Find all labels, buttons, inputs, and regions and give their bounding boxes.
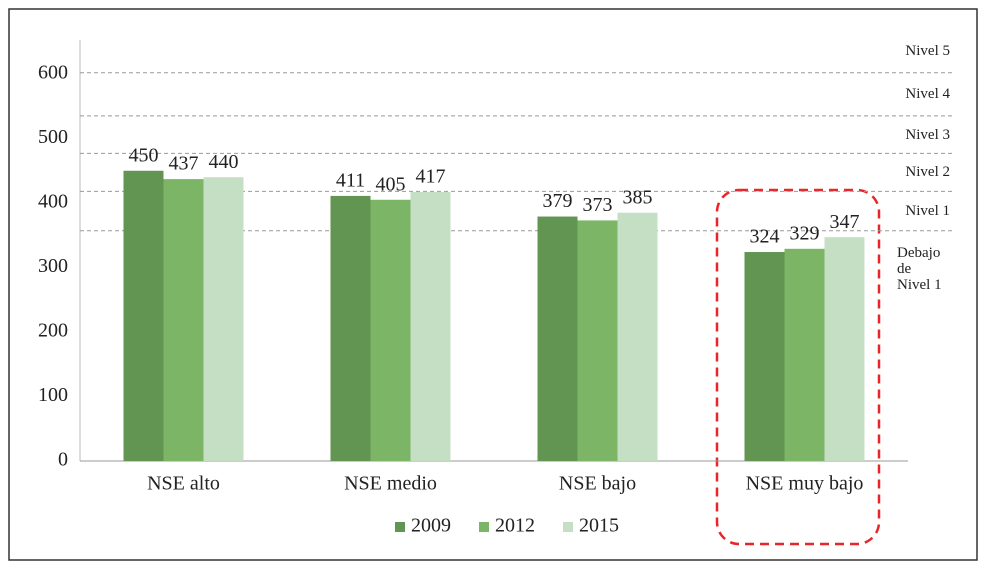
y-tick-label: 500 (38, 126, 68, 148)
bar (577, 220, 618, 461)
bar (744, 252, 785, 461)
legend-label: 2015 (579, 515, 619, 537)
y-tick-label: 400 (38, 191, 68, 213)
x-tick-label: NSE bajo (559, 473, 636, 495)
legend-label: 2009 (411, 515, 451, 537)
data-label: 329 (790, 222, 820, 244)
bar (784, 248, 825, 461)
x-tick-label: NSE alto (147, 473, 220, 495)
x-tick-label: NSE muy bajo (746, 473, 864, 495)
bar (330, 195, 371, 461)
bar (824, 237, 865, 461)
bar (370, 199, 411, 461)
data-label: 373 (583, 194, 613, 216)
data-label: 417 (416, 166, 446, 188)
level-label: Nivel 2 (905, 164, 950, 181)
legend-swatch (479, 522, 489, 532)
data-label: 405 (376, 173, 406, 195)
level-label: Debajo de Nivel 1 (897, 244, 942, 293)
y-tick-label: 300 (38, 255, 68, 277)
highlight-box (715, 188, 881, 546)
legend-swatch (563, 522, 573, 532)
data-label: 450 (129, 144, 159, 166)
bar (123, 170, 164, 461)
data-label: 385 (623, 186, 653, 208)
bar (163, 179, 204, 461)
bar (537, 216, 578, 461)
y-tick-label: 0 (58, 449, 68, 471)
level-label: Nivel 3 (905, 126, 950, 143)
data-label: 379 (543, 190, 573, 212)
data-label: 411 (336, 169, 365, 191)
data-label: 440 (209, 151, 239, 173)
data-label: 324 (750, 226, 780, 248)
y-tick-label: 200 (38, 320, 68, 342)
y-tick-label: 600 (38, 62, 68, 84)
y-tick-label: 100 (38, 384, 68, 406)
level-label: Nivel 4 (905, 86, 950, 103)
level-label: Nivel 1 (905, 203, 950, 220)
data-label: 347 (830, 211, 860, 233)
legend-swatch (395, 522, 405, 532)
chart-border (8, 8, 978, 561)
legend-label: 2012 (495, 515, 535, 537)
bar (617, 212, 658, 461)
bar (203, 177, 244, 461)
x-tick-label: NSE medio (344, 473, 437, 495)
bar (410, 192, 451, 461)
data-label: 437 (169, 153, 199, 175)
level-label: Nivel 5 (905, 43, 950, 60)
